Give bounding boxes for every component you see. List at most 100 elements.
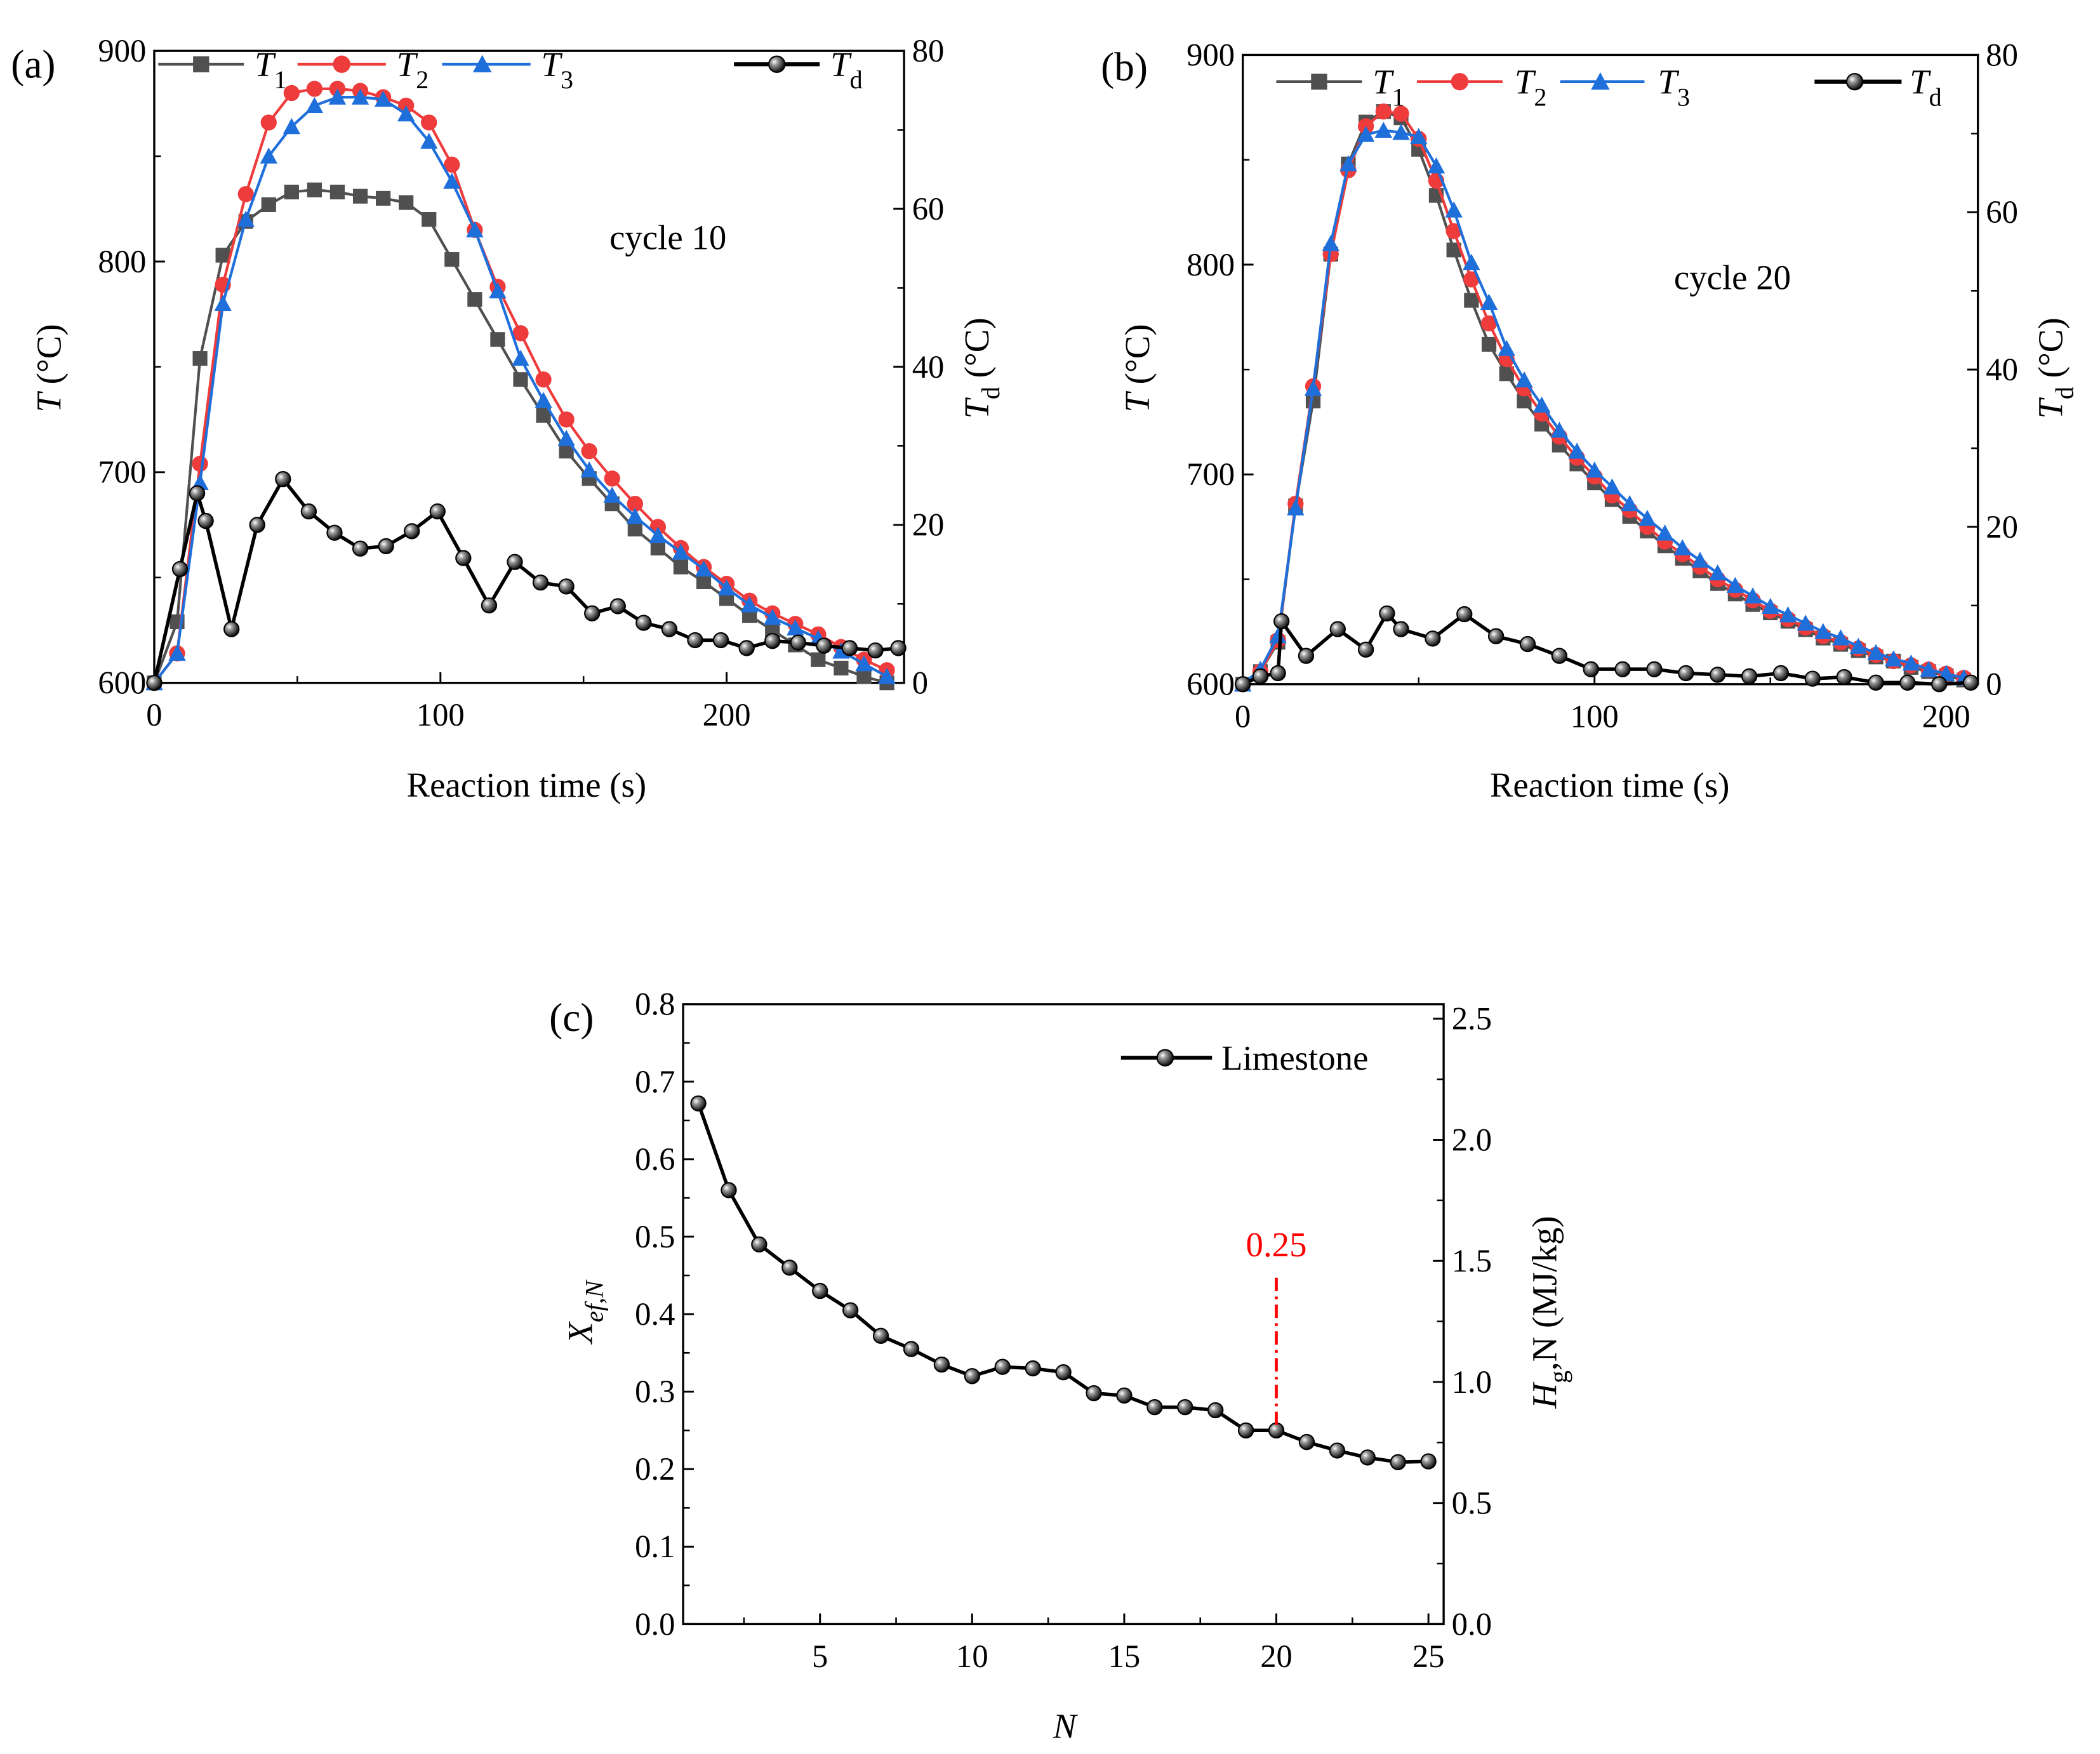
ball-marker [1487,628,1505,644]
x-tick-label: 10 [956,1638,988,1674]
ball-marker [1868,674,1884,691]
triangle-marker [1797,615,1814,631]
triangle-marker [649,526,667,543]
ball-marker [890,640,907,656]
triangle-marker [1779,606,1797,623]
triangle-marker [472,55,492,72]
square-marker [261,197,276,212]
ball-marker [1298,648,1315,664]
legend-label: Td [830,45,863,94]
triangle-marker [1673,539,1691,555]
ball-marker [378,538,394,555]
triangle-marker [305,96,324,114]
panel-label: (a) [11,42,55,86]
circle-marker [237,186,254,203]
triangle-marker [672,543,690,560]
y-tick-label: 0.5 [635,1219,675,1254]
square-marker [627,521,642,537]
triangle-marker [1920,660,1937,677]
y2-tick-label: 0.0 [1452,1606,1492,1642]
ball-marker [1379,605,1395,621]
ball-marker [781,1259,798,1276]
legend-item: Td [1814,63,1942,112]
ball-marker [867,642,884,659]
ball-marker [1962,674,1979,691]
series-t3 [145,88,896,691]
ball-marker [1177,1399,1193,1416]
ball-marker [1055,1364,1072,1381]
ball-marker [790,634,806,651]
ball-marker [712,632,729,649]
x-tick-label: 5 [812,1638,828,1674]
ball-marker [1252,668,1269,685]
y-axis-title: Xef,N [561,1279,609,1345]
ball-marker [690,1095,707,1112]
triangle-marker [557,430,575,446]
series-t1 [147,182,894,691]
square-marker [376,190,391,206]
square-marker [1499,366,1514,382]
series-limestone [690,1095,1437,1470]
ball-marker [1519,635,1536,653]
panel-label: (b) [1101,45,1148,90]
triangle-marker [420,133,438,149]
triangle-marker [1691,552,1709,568]
ball-marker [532,574,549,591]
ball-marker [1836,668,1852,686]
cycle-annotation: cycle 20 [1674,258,1791,297]
ball-marker [1420,1453,1437,1470]
ball-marker [558,578,575,595]
series-td [146,470,907,691]
triangle-marker [282,117,301,135]
ball-marker [584,605,601,621]
triangle-marker [1621,495,1638,512]
series-t3 [1234,121,1973,692]
triangle-marker [1427,157,1445,174]
square-marker [192,351,208,366]
ball-marker [404,523,420,540]
y-tick-label: 0.0 [635,1606,675,1642]
cycle-annotation: cycle 10 [609,218,726,256]
series-line [1242,110,1964,686]
y-tick-label: 0.2 [635,1451,675,1487]
legend-item: Limestone [1120,1039,1368,1077]
ball-marker [189,485,206,502]
ball-marker [1270,665,1286,682]
ball-marker [197,512,214,529]
ball-marker [1156,1049,1174,1066]
circle-marker [1463,271,1480,288]
triangle-marker [1849,637,1867,654]
triangle-marker [740,596,759,613]
legend-label: Td [1910,63,1942,112]
triangle-marker [1287,499,1305,515]
triangle-marker [214,295,232,311]
triangle-marker [397,105,415,122]
ball-marker [1583,661,1599,677]
series-t2 [1235,103,1972,693]
circle-marker [1375,103,1392,120]
ball-marker [1268,1422,1285,1438]
ball-marker [1678,665,1694,682]
series-t1 [1235,104,1972,692]
y-tick-label: 0.7 [635,1064,675,1100]
y2-tick-label: 2.5 [1452,1001,1492,1037]
circle-marker [512,325,529,342]
y-axis-title: T (°C) [1118,324,1157,412]
ball-marker [1425,630,1441,647]
triangle-marker [512,349,529,366]
triangle-marker [535,392,552,408]
triangle-marker [1591,72,1610,90]
y2-axis-title: Hg,N (MJ/kg) [1525,1216,1572,1409]
ball-marker [1025,1360,1041,1377]
square-marker [467,292,482,307]
square-marker [856,669,872,684]
triangle-marker [694,560,713,577]
triangle-marker [1603,478,1621,495]
ball-marker [841,640,858,656]
series-line [1242,110,1965,686]
ball-marker [687,632,703,649]
y2-tick-label: 80 [912,33,945,69]
y2-tick-label: 60 [1986,194,2018,230]
y2-tick-label: 40 [912,349,945,385]
